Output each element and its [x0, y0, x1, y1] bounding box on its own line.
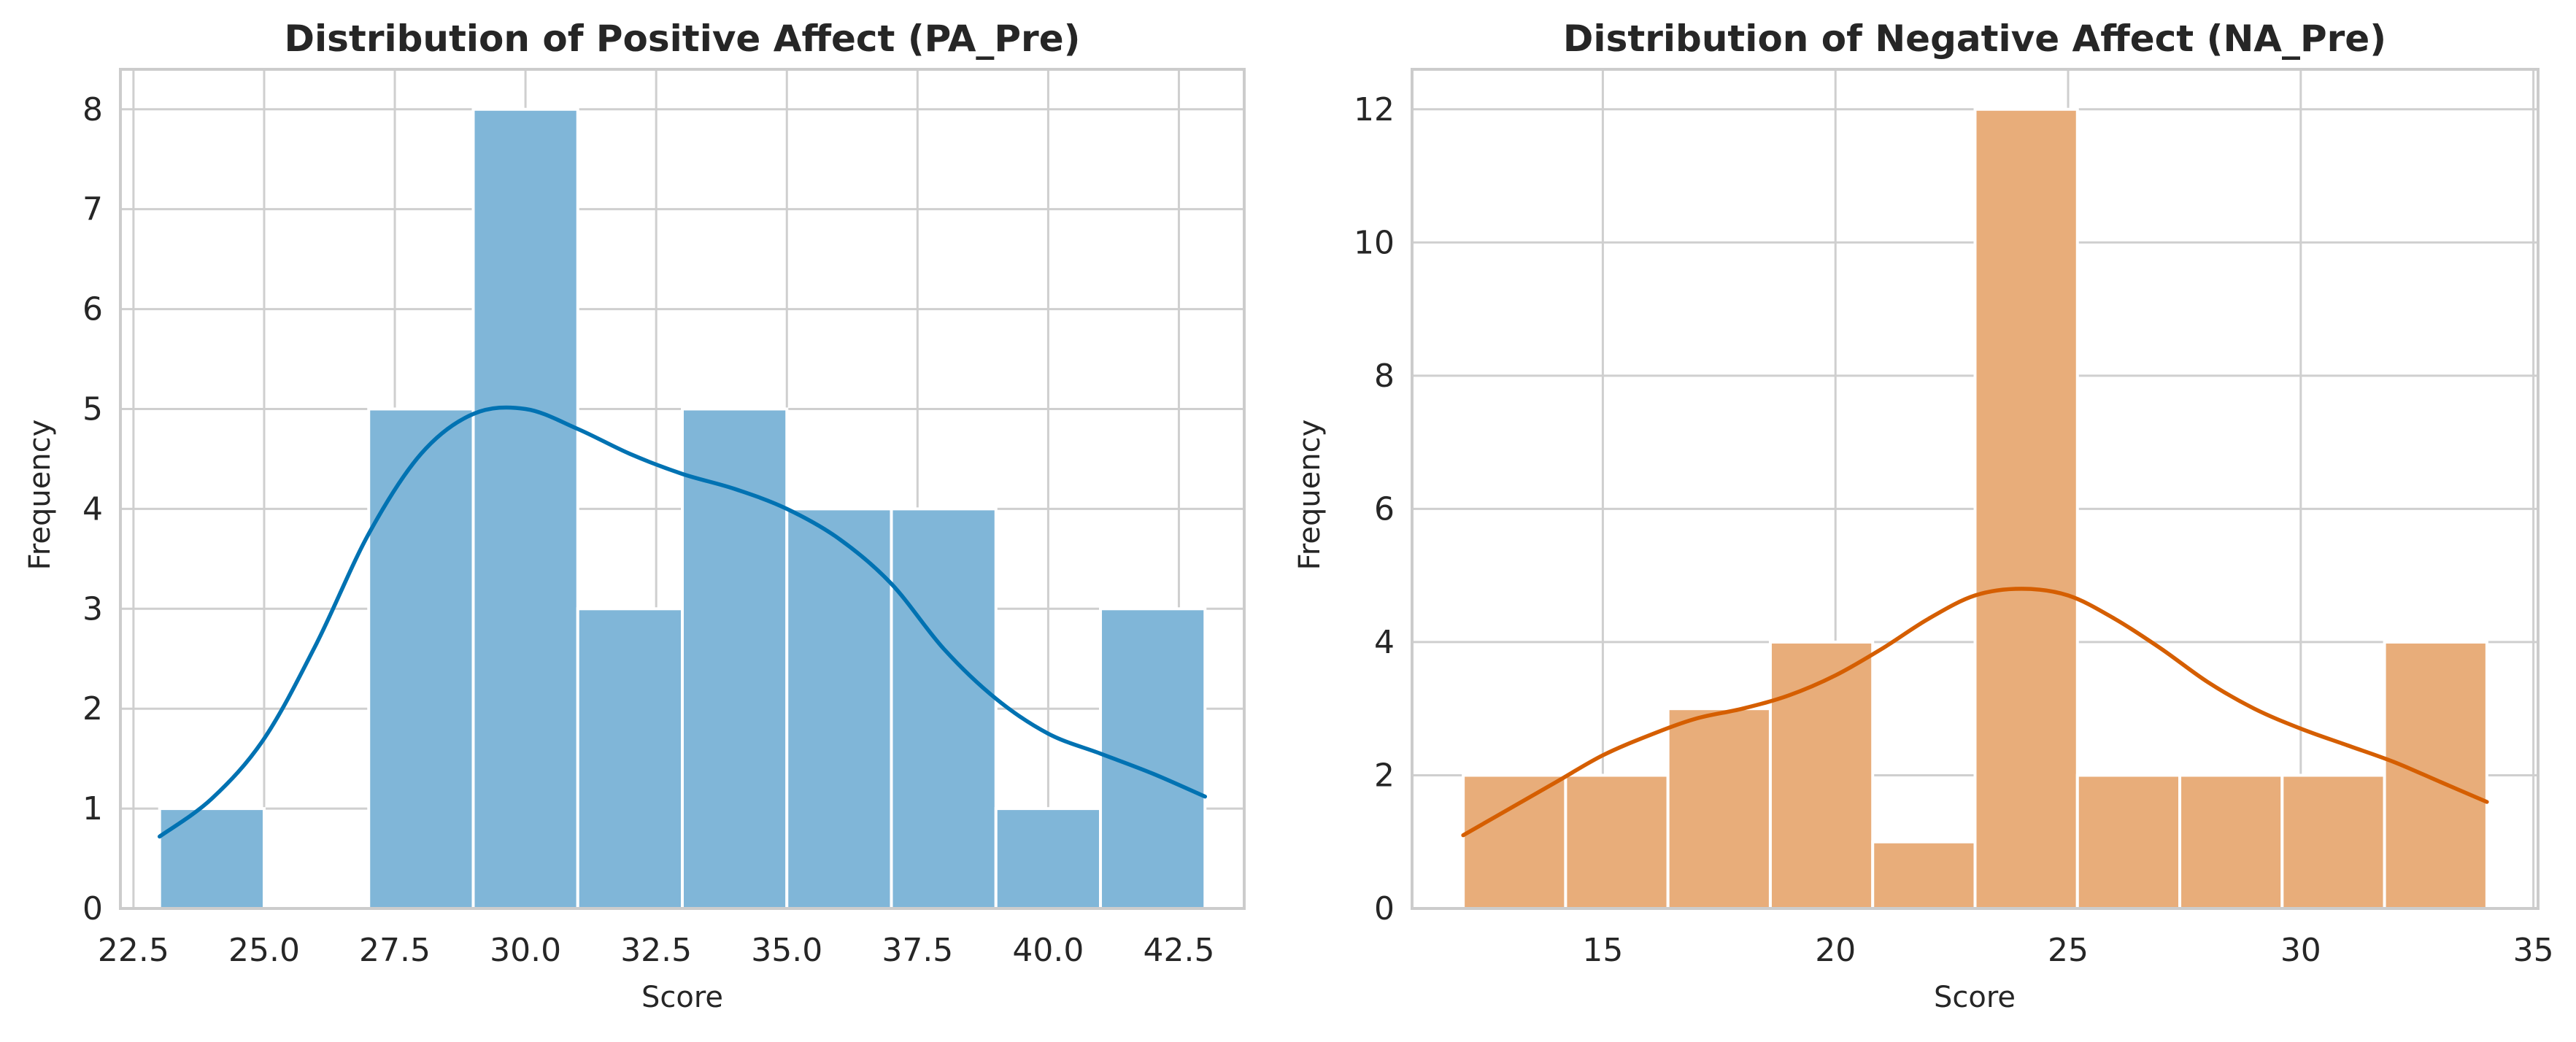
y-tick-label: 6 — [82, 291, 103, 328]
histogram-bar — [1462, 773, 1567, 911]
x-tick-label: 25 — [2048, 932, 2089, 969]
kde-line — [1461, 587, 2489, 838]
histogram-bar — [1973, 107, 2079, 910]
histogram-bar — [2075, 773, 2182, 911]
x-axis-label: Score — [641, 981, 723, 1014]
plot-area: 15 20 25 30 35 0 2 4 6 8 10 12 — [1354, 68, 2554, 969]
y-tick-label: 10 — [1354, 224, 1395, 261]
histogram-bar — [2280, 773, 2386, 911]
y-tick-label: 0 — [82, 890, 103, 927]
chart-title: Distribution of Positive Affect (PA_Pre) — [285, 18, 1081, 60]
chart-positive-affect: 22.5 25.0 27.5 30.0 32.5 35.0 37.5 40.0 42.5 0 1 2 3… — [23, 18, 1246, 1014]
y-tick-label: 4 — [82, 490, 103, 528]
x-tick-label: 30 — [2280, 932, 2321, 969]
y-tick-label: 2 — [1374, 757, 1395, 794]
x-tick-label: 35 — [2513, 932, 2554, 969]
kde-line — [157, 405, 1208, 839]
histogram-bar — [890, 507, 998, 910]
histogram-bar — [994, 807, 1103, 910]
y-tick-label: 5 — [82, 390, 103, 428]
chart-title: Distribution of Negative Affect (NA_Pre) — [1563, 18, 2386, 60]
y-tick-label: 8 — [82, 91, 103, 128]
histogram-bar — [1564, 773, 1670, 911]
x-tick-label: 22.5 — [98, 932, 169, 969]
y-axis-label: Frequency — [1293, 420, 1327, 571]
x-tick-label: 37.5 — [882, 932, 953, 969]
plot-area: 22.5 25.0 27.5 30.0 32.5 35.0 37.5 40.0 42.5 0 1 2 3… — [82, 68, 1246, 969]
histogram-bar — [2383, 640, 2488, 911]
y-tick-label: 6 — [1374, 490, 1395, 528]
x-axis-label: Score — [1934, 981, 2016, 1014]
y-tick-label: 7 — [82, 191, 103, 228]
x-tick-label: 20 — [1815, 932, 1856, 969]
histogram-bar — [471, 107, 579, 910]
axes-frame — [1411, 68, 2540, 910]
x-tick-label: 27.5 — [359, 932, 431, 969]
chart-negative-affect: 15 20 25 30 35 0 2 4 6 8 10 12 Distribution of Nega… — [1293, 18, 2554, 1014]
axes-frame — [119, 68, 1246, 910]
y-tick-label: 12 — [1354, 91, 1395, 128]
y-axis-label: Frequency — [23, 420, 57, 571]
histogram-bar — [1871, 840, 1977, 910]
x-tick-label: 42.5 — [1143, 932, 1214, 969]
histogram-bar — [367, 407, 475, 910]
y-tick-label: 2 — [82, 690, 103, 728]
x-tick-label: 35.0 — [751, 932, 822, 969]
histogram-bar — [1666, 707, 1772, 910]
histogram-bar — [681, 407, 789, 910]
y-tick-label: 4 — [1374, 624, 1395, 661]
x-tick-label: 32.5 — [620, 932, 692, 969]
histogram-bar — [2178, 773, 2284, 911]
x-tick-label: 30.0 — [490, 932, 561, 969]
y-tick-label: 3 — [82, 590, 103, 628]
histogram-bar — [576, 607, 685, 910]
y-tick-label: 0 — [1374, 890, 1395, 927]
x-tick-label: 15 — [1582, 932, 1623, 969]
histogram-bar — [158, 807, 266, 910]
x-tick-label: 25.0 — [228, 932, 300, 969]
y-tick-label: 1 — [82, 790, 103, 827]
x-tick-label: 40.0 — [1012, 932, 1084, 969]
y-tick-label: 8 — [1374, 358, 1395, 395]
